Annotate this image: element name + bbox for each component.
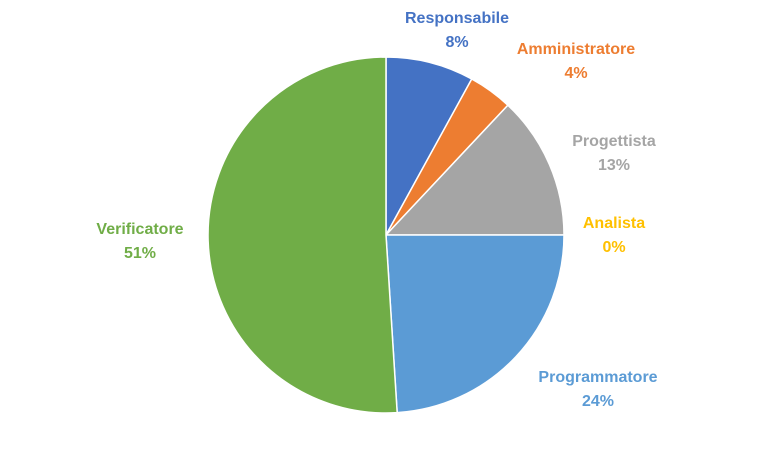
- pie-slice-responsabile: [385, 56, 473, 236]
- data-label-name-progettista: Progettista: [572, 133, 656, 150]
- data-label-value-responsabile: 8%: [445, 34, 469, 51]
- data-label-responsabile: Responsabile 8%: [405, 7, 509, 55]
- pie-slice-programmatore: [385, 234, 565, 414]
- data-label-name-amministratore: Amministratore: [516, 41, 636, 58]
- data-label-value-programmatore: 24%: [581, 393, 615, 410]
- pie-slice-progettista: [385, 104, 565, 236]
- data-label-amministratore: Amministratore 4%: [517, 38, 635, 86]
- data-label-analista: Analista 0%: [583, 212, 645, 260]
- pie-slice-verificatore: [207, 56, 398, 414]
- data-label-programmatore: Programmatore 24%: [538, 366, 657, 414]
- data-label-value-verificatore: 51%: [123, 245, 157, 262]
- data-label-value-amministratore: 4%: [564, 65, 588, 82]
- data-label-verificatore: Verificatore 51%: [96, 218, 183, 266]
- data-label-name-programmatore: Programmatore: [538, 369, 658, 386]
- data-label-name-responsabile: Responsabile: [404, 10, 510, 27]
- data-label-name-verificatore: Verificatore: [96, 221, 184, 238]
- data-label-name-analista: Analista: [582, 215, 646, 232]
- data-label-value-analista: 0%: [602, 239, 626, 256]
- data-label-value-progettista: 13%: [597, 157, 631, 174]
- data-label-progettista: Progettista 13%: [572, 130, 656, 178]
